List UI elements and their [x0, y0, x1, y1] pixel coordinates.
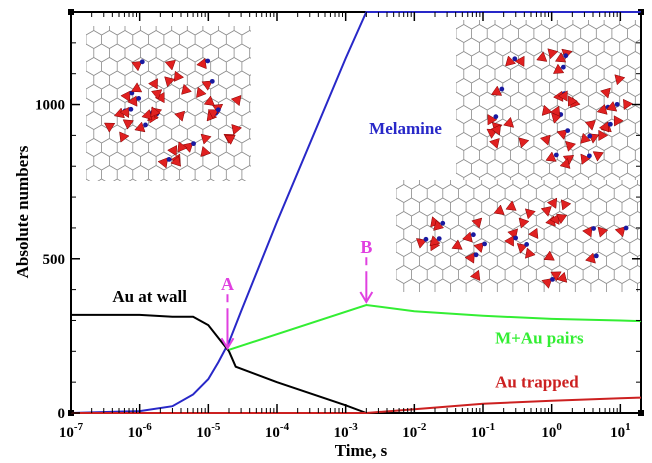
- molecule-cluster: [486, 48, 634, 169]
- marker-arrow-head: [359, 291, 374, 304]
- x-tick-label: 10-4: [265, 421, 290, 441]
- x-tick-label: 10-7: [59, 421, 84, 441]
- y-tick-label: 0: [58, 406, 66, 422]
- ticks-layer: 10-7 10-6 10-5 10-4 10-3 10-2 10-1 100 101 0 500 10…: [35, 12, 642, 441]
- molecule-cluster: [103, 57, 243, 169]
- y-tick-label: 500: [43, 252, 66, 268]
- inset-layer: [86, 20, 641, 292]
- series-line-melamine: [70, 11, 641, 414]
- hex-lattice: [456, 20, 641, 180]
- inset-cluster-top-right: [456, 20, 641, 180]
- series-label-au-at-wall: Au at wall: [112, 287, 187, 306]
- series-label-melamine: Melamine: [369, 119, 442, 138]
- hex-lattice: [396, 180, 641, 292]
- marker-label-b: B: [360, 237, 372, 257]
- series-line-m-au-pairs: [228, 303, 642, 351]
- x-tick-label: 10-5: [196, 421, 221, 441]
- marker-arrow-head: [220, 337, 235, 351]
- x-axis-title: Time, s: [335, 441, 388, 460]
- x-tick-label: 10-2: [402, 421, 427, 441]
- x-tick-label: 10-6: [128, 421, 153, 441]
- inset-cluster-bottom-right: [396, 180, 641, 292]
- hex-lattice: [86, 26, 251, 181]
- series-line-au-at-wall: [71, 313, 367, 414]
- x-tick-label: 10-3: [334, 421, 359, 441]
- annotation-layer: Melamine Au at wall M+Au pairs Au trapped A B: [112, 119, 584, 392]
- inset-cluster-top-left: [86, 26, 251, 181]
- x-tick-label: 100: [541, 421, 562, 441]
- series-line-au-trapped: [71, 396, 642, 414]
- x-tick-label: 101: [610, 421, 631, 441]
- marker-label-a: A: [221, 274, 234, 294]
- series-label-au-trapped: Au trapped: [495, 373, 579, 392]
- x-tick-label: 10-1: [471, 421, 495, 441]
- y-tick-label: 1000: [35, 98, 65, 114]
- series-label-m-au-pairs: M+Au pairs: [495, 329, 584, 348]
- y-axis-title: Absolute numbers: [13, 145, 32, 278]
- molecule-cluster: [416, 197, 629, 289]
